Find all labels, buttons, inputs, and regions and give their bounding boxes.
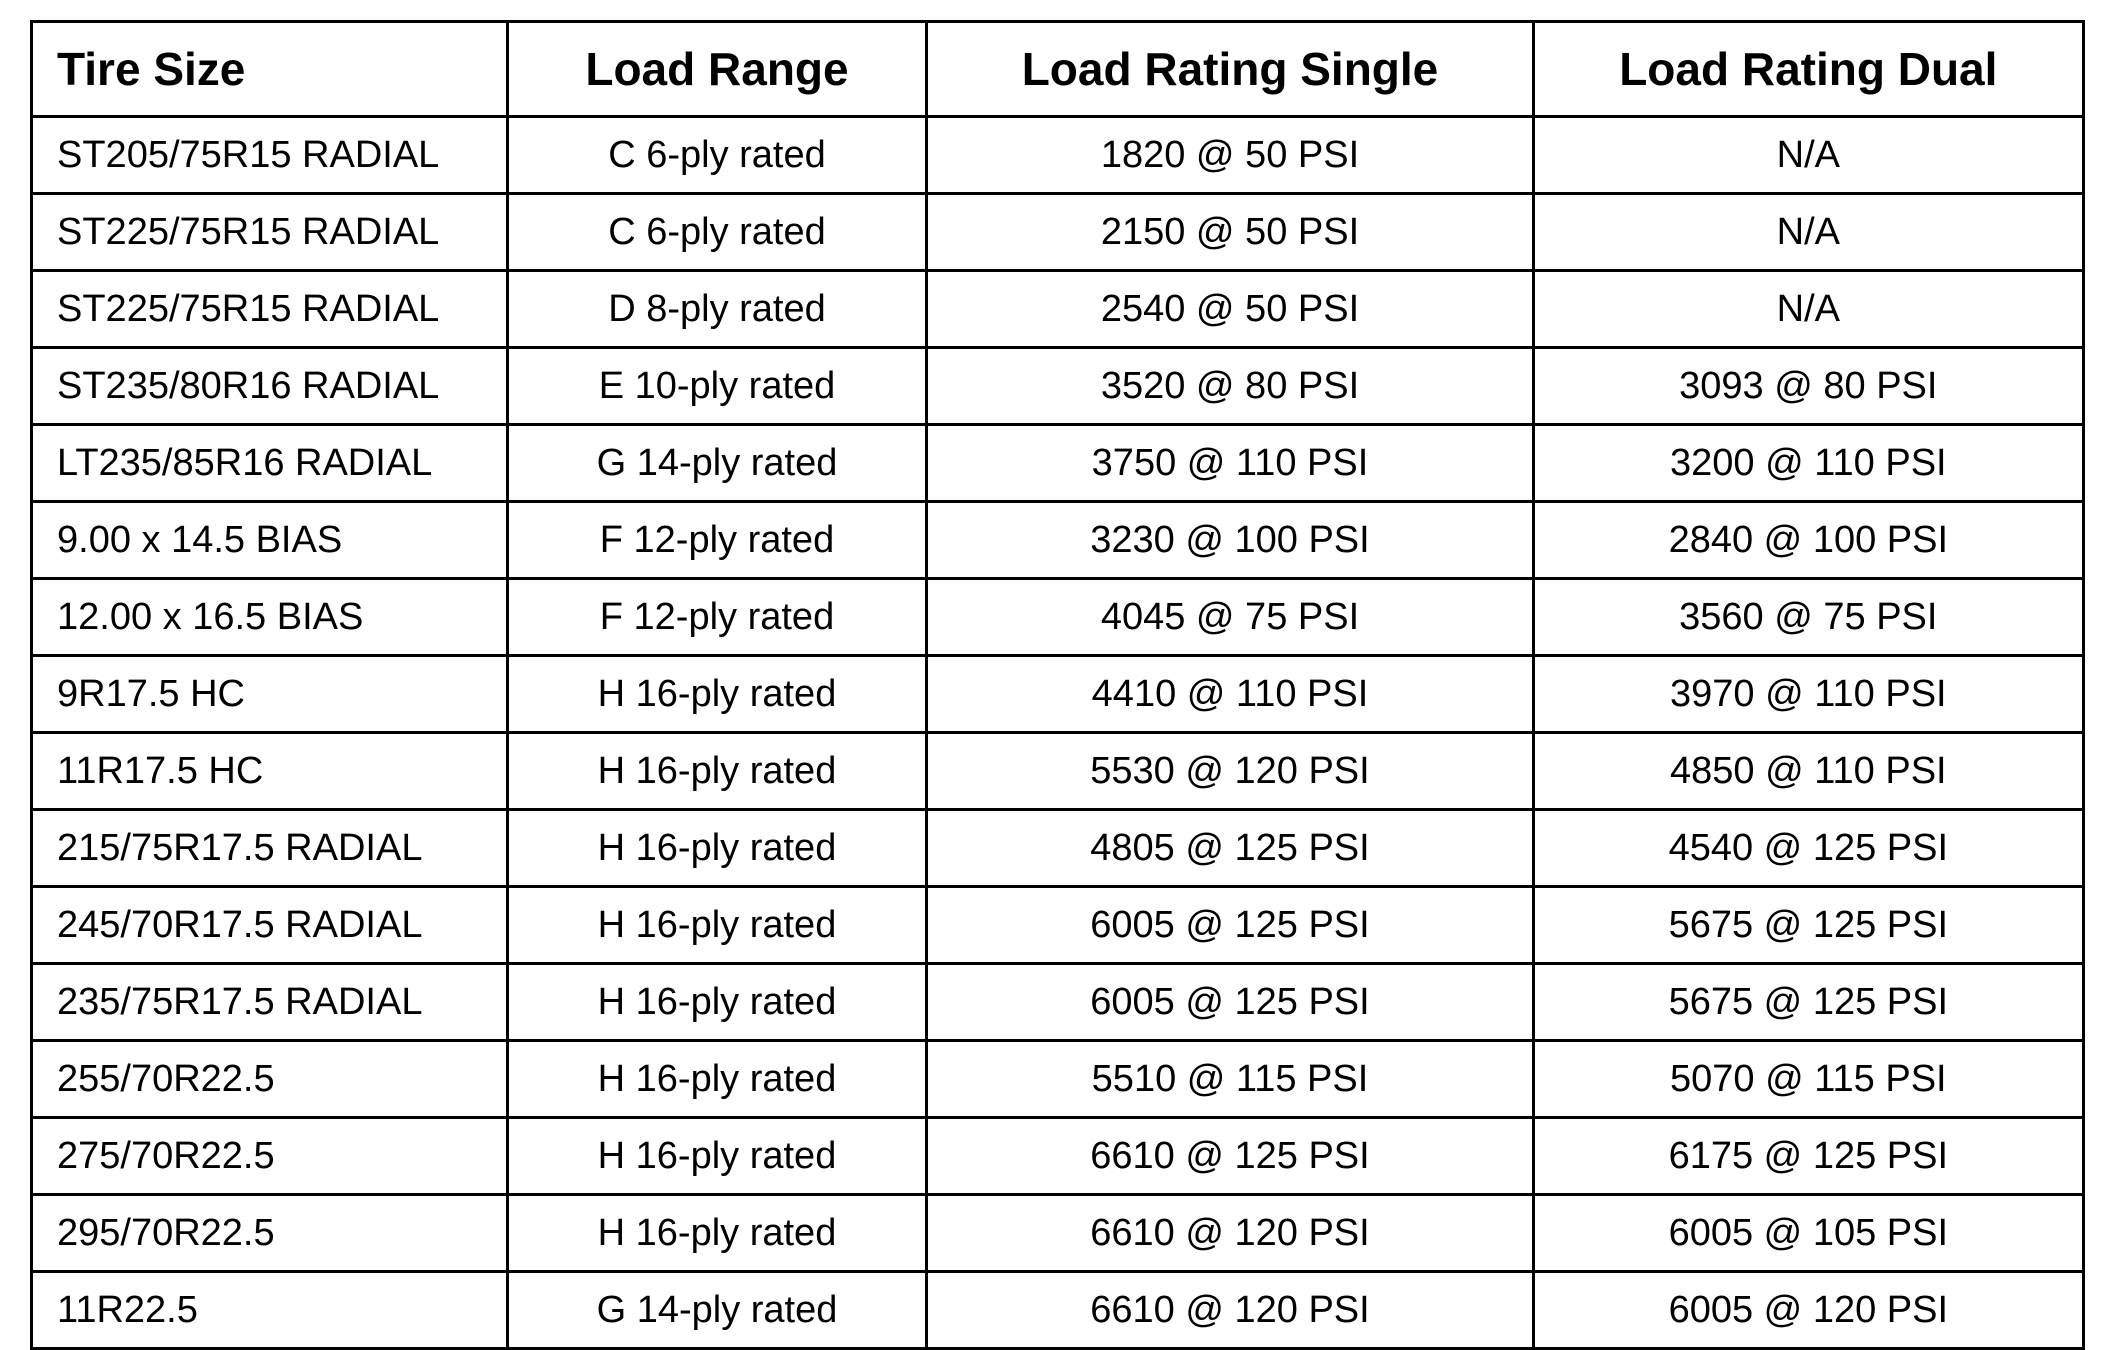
- cell-dual: 5675 @ 125 PSI: [1533, 964, 2083, 1041]
- table-row: 9.00 x 14.5 BIASF 12-ply rated3230 @ 100…: [32, 502, 2084, 579]
- cell-dual: 3093 @ 80 PSI: [1533, 348, 2083, 425]
- cell-range: H 16-ply rated: [507, 1195, 927, 1272]
- cell-single: 6610 @ 120 PSI: [927, 1195, 1533, 1272]
- cell-dual: 6005 @ 120 PSI: [1533, 1272, 2083, 1349]
- cell-size: 9R17.5 HC: [32, 656, 508, 733]
- tire-load-table: Tire Size Load Range Load Rating Single …: [30, 20, 2085, 1350]
- cell-size: 9.00 x 14.5 BIAS: [32, 502, 508, 579]
- cell-range: H 16-ply rated: [507, 810, 927, 887]
- table-row: ST225/75R15 RADIALC 6-ply rated2150 @ 50…: [32, 194, 2084, 271]
- table-row: 245/70R17.5 RADIALH 16-ply rated6005 @ 1…: [32, 887, 2084, 964]
- table-row: 255/70R22.5H 16-ply rated5510 @ 115 PSI5…: [32, 1041, 2084, 1118]
- cell-dual: 5070 @ 115 PSI: [1533, 1041, 2083, 1118]
- cell-single: 6005 @ 125 PSI: [927, 964, 1533, 1041]
- table-row: 12.00 x 16.5 BIASF 12-ply rated4045 @ 75…: [32, 579, 2084, 656]
- cell-size: 245/70R17.5 RADIAL: [32, 887, 508, 964]
- cell-single: 6005 @ 125 PSI: [927, 887, 1533, 964]
- cell-range: G 14-ply rated: [507, 1272, 927, 1349]
- table-row: ST225/75R15 RADIALD 8-ply rated2540 @ 50…: [32, 271, 2084, 348]
- cell-single: 4045 @ 75 PSI: [927, 579, 1533, 656]
- cell-single: 4805 @ 125 PSI: [927, 810, 1533, 887]
- cell-dual: 4540 @ 125 PSI: [1533, 810, 2083, 887]
- cell-single: 6610 @ 125 PSI: [927, 1118, 1533, 1195]
- cell-single: 4410 @ 110 PSI: [927, 656, 1533, 733]
- cell-size: 12.00 x 16.5 BIAS: [32, 579, 508, 656]
- table-header-row: Tire Size Load Range Load Rating Single …: [32, 22, 2084, 117]
- cell-single: 2540 @ 50 PSI: [927, 271, 1533, 348]
- table-body: ST205/75R15 RADIALC 6-ply rated1820 @ 50…: [32, 117, 2084, 1349]
- cell-single: 3230 @ 100 PSI: [927, 502, 1533, 579]
- cell-dual: 3970 @ 110 PSI: [1533, 656, 2083, 733]
- cell-size: 11R22.5: [32, 1272, 508, 1349]
- cell-size: ST225/75R15 RADIAL: [32, 194, 508, 271]
- cell-dual: 3560 @ 75 PSI: [1533, 579, 2083, 656]
- table-row: ST205/75R15 RADIALC 6-ply rated1820 @ 50…: [32, 117, 2084, 194]
- cell-dual: 2840 @ 100 PSI: [1533, 502, 2083, 579]
- cell-dual: N/A: [1533, 271, 2083, 348]
- cell-range: G 14-ply rated: [507, 425, 927, 502]
- cell-dual: 6175 @ 125 PSI: [1533, 1118, 2083, 1195]
- cell-range: D 8-ply rated: [507, 271, 927, 348]
- cell-dual: 4850 @ 110 PSI: [1533, 733, 2083, 810]
- cell-single: 3750 @ 110 PSI: [927, 425, 1533, 502]
- col-header-load-dual: Load Rating Dual: [1533, 22, 2083, 117]
- table-row: 295/70R22.5H 16-ply rated6610 @ 120 PSI6…: [32, 1195, 2084, 1272]
- table-row: 215/75R17.5 RADIALH 16-ply rated4805 @ 1…: [32, 810, 2084, 887]
- cell-dual: 6005 @ 105 PSI: [1533, 1195, 2083, 1272]
- col-header-load-range: Load Range: [507, 22, 927, 117]
- table-row: LT235/85R16 RADIALG 14-ply rated3750 @ 1…: [32, 425, 2084, 502]
- cell-range: H 16-ply rated: [507, 1041, 927, 1118]
- cell-range: E 10-ply rated: [507, 348, 927, 425]
- cell-range: H 16-ply rated: [507, 887, 927, 964]
- cell-range: H 16-ply rated: [507, 733, 927, 810]
- cell-size: ST205/75R15 RADIAL: [32, 117, 508, 194]
- table-row: 11R17.5 HCH 16-ply rated5530 @ 120 PSI48…: [32, 733, 2084, 810]
- cell-size: 235/75R17.5 RADIAL: [32, 964, 508, 1041]
- cell-size: 295/70R22.5: [32, 1195, 508, 1272]
- cell-size: LT235/85R16 RADIAL: [32, 425, 508, 502]
- cell-single: 3520 @ 80 PSI: [927, 348, 1533, 425]
- cell-dual: N/A: [1533, 117, 2083, 194]
- cell-range: H 16-ply rated: [507, 1118, 927, 1195]
- cell-size: 275/70R22.5: [32, 1118, 508, 1195]
- cell-size: 11R17.5 HC: [32, 733, 508, 810]
- cell-range: C 6-ply rated: [507, 194, 927, 271]
- cell-size: 215/75R17.5 RADIAL: [32, 810, 508, 887]
- cell-size: 255/70R22.5: [32, 1041, 508, 1118]
- cell-range: H 16-ply rated: [507, 656, 927, 733]
- table-row: 11R22.5G 14-ply rated6610 @ 120 PSI6005 …: [32, 1272, 2084, 1349]
- cell-dual: 5675 @ 125 PSI: [1533, 887, 2083, 964]
- cell-single: 2150 @ 50 PSI: [927, 194, 1533, 271]
- cell-dual: N/A: [1533, 194, 2083, 271]
- table-header: Tire Size Load Range Load Rating Single …: [32, 22, 2084, 117]
- col-header-tire-size: Tire Size: [32, 22, 508, 117]
- cell-single: 6610 @ 120 PSI: [927, 1272, 1533, 1349]
- cell-range: F 12-ply rated: [507, 579, 927, 656]
- table-row: 275/70R22.5H 16-ply rated6610 @ 125 PSI6…: [32, 1118, 2084, 1195]
- cell-range: H 16-ply rated: [507, 964, 927, 1041]
- cell-size: ST235/80R16 RADIAL: [32, 348, 508, 425]
- cell-single: 5510 @ 115 PSI: [927, 1041, 1533, 1118]
- table-row: ST235/80R16 RADIALE 10-ply rated3520 @ 8…: [32, 348, 2084, 425]
- cell-range: F 12-ply rated: [507, 502, 927, 579]
- cell-single: 1820 @ 50 PSI: [927, 117, 1533, 194]
- cell-single: 5530 @ 120 PSI: [927, 733, 1533, 810]
- cell-range: C 6-ply rated: [507, 117, 927, 194]
- table-row: 9R17.5 HCH 16-ply rated4410 @ 110 PSI397…: [32, 656, 2084, 733]
- table-row: 235/75R17.5 RADIALH 16-ply rated6005 @ 1…: [32, 964, 2084, 1041]
- cell-dual: 3200 @ 110 PSI: [1533, 425, 2083, 502]
- cell-size: ST225/75R15 RADIAL: [32, 271, 508, 348]
- col-header-load-single: Load Rating Single: [927, 22, 1533, 117]
